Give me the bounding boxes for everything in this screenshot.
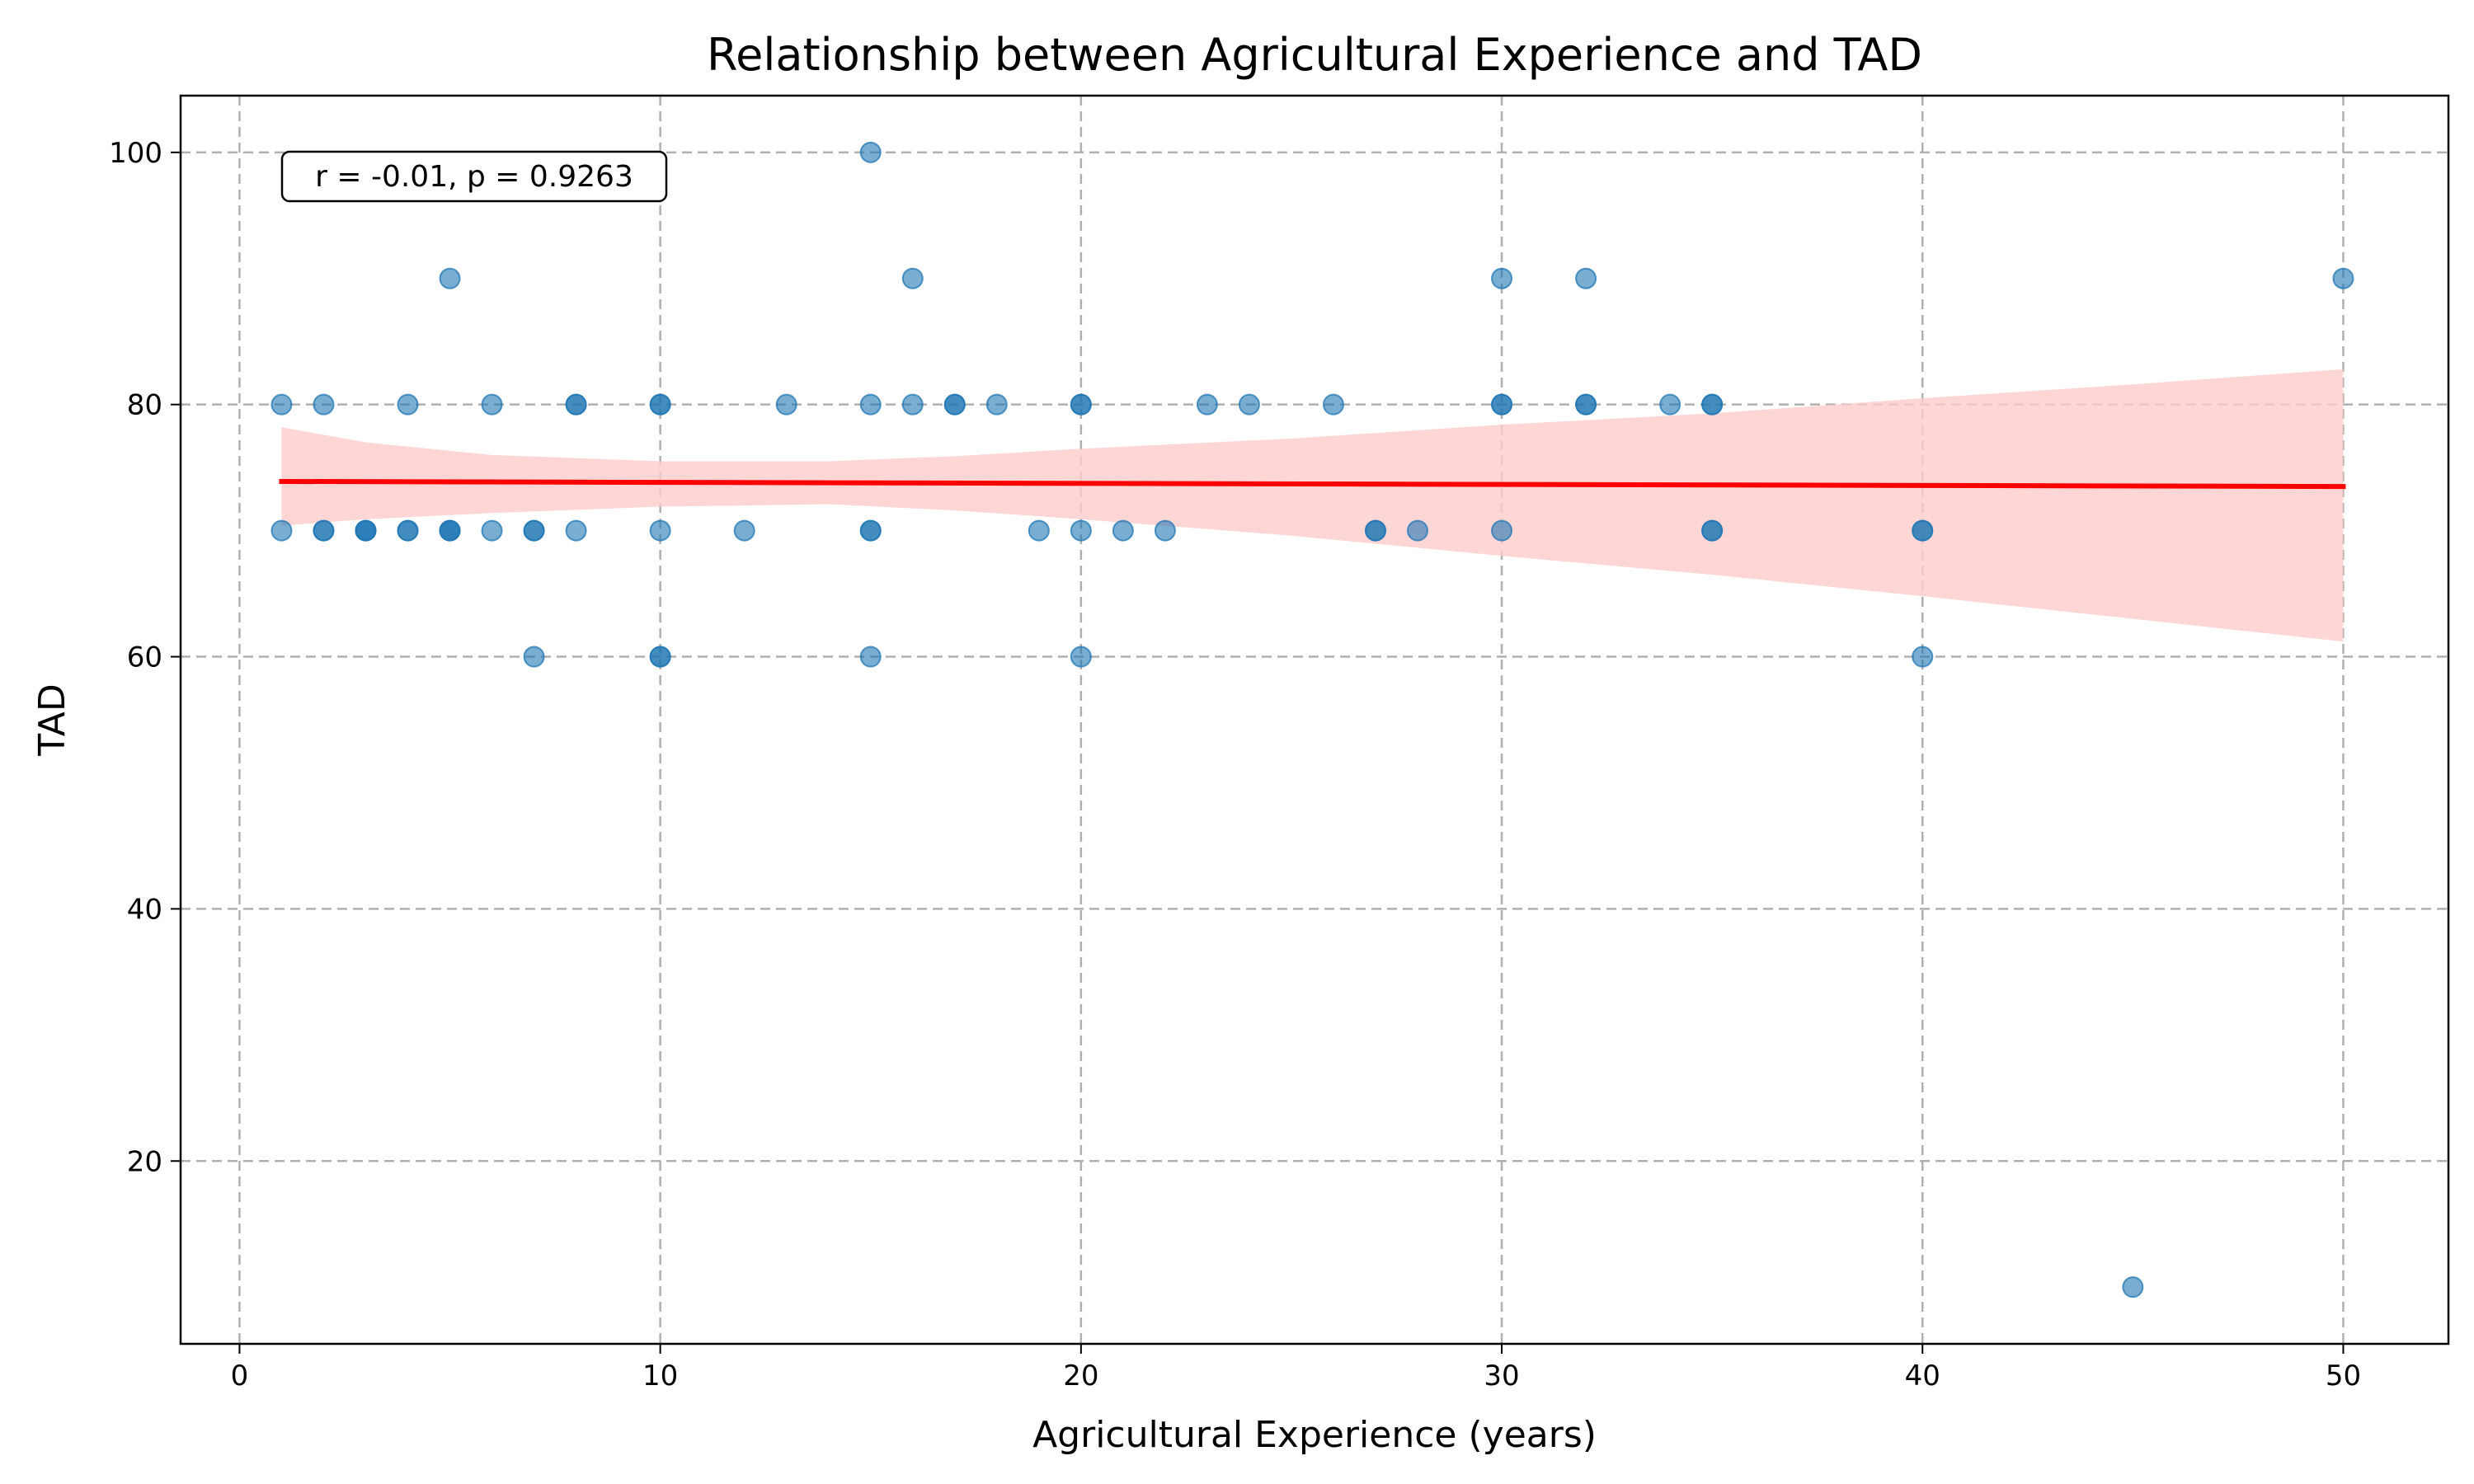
scatter-point [439,519,461,542]
scatter-point [1112,519,1134,542]
scatter-point [1701,519,1724,542]
scatter-point [985,393,1008,416]
scatter-point [859,141,882,163]
scatter-point [565,519,587,542]
scatter-point [859,646,882,668]
confidence-band-layer [281,369,2344,642]
x-tick-label: 10 [642,1360,678,1392]
x-tick-label: 50 [2326,1360,2361,1392]
scatter-point [901,267,924,289]
scatter-point [1491,519,1513,542]
regression-line [279,478,2346,490]
x-tick-label: 40 [1905,1360,1940,1392]
scatter-point [523,646,545,668]
scatter-point [355,519,377,542]
scatter-point [270,519,293,542]
x-tick-label: 30 [1484,1360,1519,1392]
scatter-point [270,393,293,416]
scatter-point [1070,393,1092,416]
scatter-point [859,519,882,542]
scatter-point [1154,519,1176,542]
scatter-point [901,393,924,416]
scatter-points [270,141,2354,1298]
annotation-box [280,150,668,203]
x-axis-label: Agricultural Experience (years) [1032,1414,1597,1456]
scatter-point [1028,519,1050,542]
scatter-point [1238,393,1260,416]
y-tick-label: 100 [109,137,162,170]
scatter-point [1196,393,1218,416]
scatter-point [733,519,755,542]
axis-ticks: 0 10 20 30 40 50 20 40 60 80 100 [109,137,2361,1392]
scatter-point [1070,519,1092,542]
scatter-point [1575,267,1597,289]
x-tick-label: 20 [1063,1360,1098,1392]
scatter-point [1701,393,1724,416]
scatter-point [313,393,335,416]
scatter-point [1575,393,1597,416]
scatter-point [649,393,671,416]
y-axis-label: TAD [31,683,73,756]
scatter-point [1322,393,1344,416]
grid-lines [181,96,2448,1344]
scatter-point [481,393,503,416]
stats-annotation: r = -0.01, p = 0.9263 [280,150,668,203]
scatter-point [1070,646,1092,668]
plot-frame [179,94,2450,1345]
scatter-point [1912,646,1934,668]
y-tick-label: 60 [127,641,162,674]
scatter-point [859,393,882,416]
scatter-point [943,393,966,416]
y-tick-label: 80 [127,389,162,422]
scatter-point [439,267,461,289]
scatter-point [775,393,797,416]
annotation-text: r = -0.01, p = 0.9263 [315,160,633,194]
chart-title: Relationship between Agricultural Experi… [707,29,1922,81]
scatter-point [1912,519,1934,542]
x-tick-label: 0 [231,1360,249,1392]
scatter-point [1659,393,1681,416]
y-tick-label: 20 [127,1145,162,1178]
scatter-point [1491,267,1513,289]
scatter-point [565,393,587,416]
scatter-point [397,519,419,542]
confidence-band [281,369,2344,642]
scatter-point [481,519,503,542]
y-tick-label: 40 [127,893,162,926]
scatter-point [2122,1276,2144,1298]
scatter-point [649,519,671,542]
scatter-point [523,519,545,542]
scatter-point [2332,267,2354,289]
scatter-point [313,519,335,542]
regression-line-layer [279,478,2346,490]
scatter-point [1364,519,1386,542]
scatter-point [649,646,671,668]
scatter-point [1407,519,1428,542]
scatter-point [397,393,419,416]
scatter-point [1491,393,1513,416]
